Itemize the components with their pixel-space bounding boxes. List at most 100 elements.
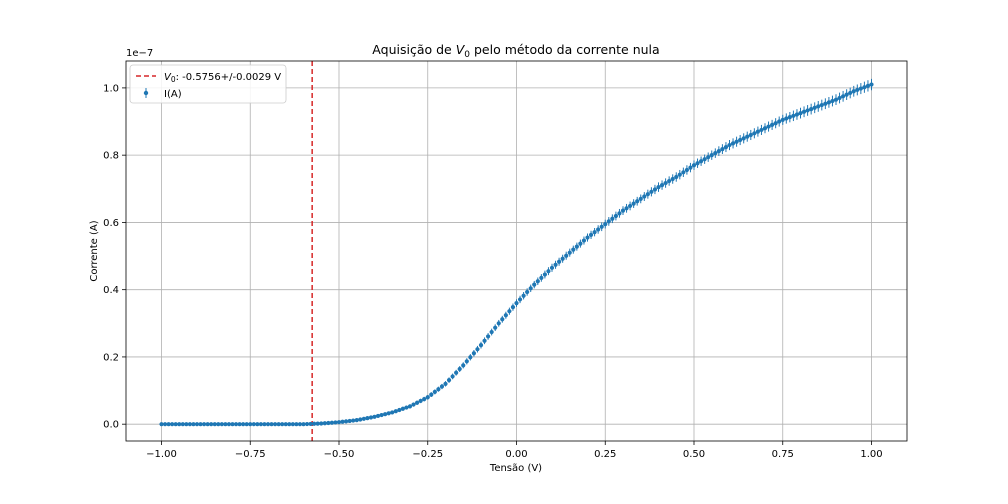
title-symbol: V — [456, 42, 466, 57]
data-point — [517, 297, 523, 302]
data-point — [475, 347, 480, 352]
data-point — [503, 313, 508, 318]
data-point — [226, 422, 232, 427]
x-tick-label: 0.00 — [505, 449, 527, 460]
data-point — [557, 259, 562, 264]
data-point — [216, 422, 221, 427]
legend-vline-label: V0: -0.5756+/-0.0029 V — [164, 72, 281, 84]
data-point — [684, 167, 690, 173]
data-point — [411, 402, 416, 407]
data-point — [659, 182, 665, 188]
data-point — [237, 422, 242, 427]
data-point — [404, 405, 409, 410]
data-point — [638, 196, 643, 201]
data-point — [766, 124, 771, 129]
data-point — [336, 420, 342, 425]
data-point — [592, 230, 597, 235]
data-point — [301, 422, 306, 427]
data-point — [738, 137, 743, 143]
y-tick-label: 1.0 — [103, 83, 119, 94]
data-point — [202, 422, 207, 427]
data-point — [734, 139, 739, 144]
legend-vline-symbol: V — [164, 72, 172, 83]
data-point — [521, 293, 526, 298]
x-axis-ticks: −1.00 −0.75 −0.50 −0.25 0.00 0.25 0.50 0.75 1.00 — [146, 441, 883, 460]
data-point — [620, 208, 626, 213]
data-point — [610, 216, 615, 221]
data-point — [375, 413, 381, 419]
data-point — [478, 343, 484, 348]
data-point — [393, 409, 398, 414]
data-point — [273, 422, 278, 427]
data-point — [162, 422, 168, 427]
data-point — [844, 92, 849, 97]
legend-series-marker — [143, 90, 149, 96]
legend-vline-subscript: 0 — [171, 75, 176, 84]
data-point — [603, 221, 608, 227]
data-point — [194, 422, 200, 427]
data-point — [407, 404, 413, 409]
data-point — [464, 359, 469, 364]
data-point — [223, 422, 228, 427]
data-point — [833, 97, 839, 102]
data-point — [525, 289, 530, 295]
data-point — [287, 422, 292, 427]
data-point — [205, 422, 210, 427]
data-point — [532, 282, 537, 287]
data-point — [624, 206, 629, 211]
data-point — [709, 153, 714, 158]
data-point — [493, 325, 498, 330]
data-point — [784, 116, 789, 121]
data-point — [748, 132, 753, 138]
x-tick-label: −1.00 — [146, 449, 177, 460]
data-point — [606, 219, 611, 224]
data-point — [177, 422, 182, 427]
legend: V0: -0.5756+/-0.0029 V I(A) — [129, 64, 287, 104]
data-point — [791, 113, 796, 118]
data-point — [390, 410, 395, 415]
data-point — [294, 422, 299, 427]
data-point — [415, 400, 420, 405]
data-point — [656, 185, 661, 190]
y-axis-ticks: 0.0 0.2 0.4 0.6 0.8 1.0 — [103, 83, 126, 431]
data-point — [681, 170, 686, 175]
data-point — [308, 421, 313, 427]
data-point — [706, 155, 711, 160]
x-tick-label: −0.25 — [412, 449, 443, 460]
data-point — [276, 422, 281, 427]
data-point — [667, 178, 672, 184]
data-point — [674, 174, 679, 180]
y-axis-label: Corrente (A) — [89, 220, 100, 281]
data-layer — [159, 78, 874, 427]
data-point — [542, 272, 548, 277]
data-point — [184, 422, 189, 427]
data-point — [631, 201, 636, 206]
data-point — [642, 194, 647, 199]
data-point — [780, 117, 785, 122]
data-point — [457, 366, 462, 372]
x-tick-label: 0.75 — [772, 449, 794, 460]
data-point — [628, 203, 633, 209]
data-point — [663, 180, 668, 186]
data-point — [344, 419, 349, 424]
data-point — [159, 422, 164, 427]
data-point — [539, 275, 544, 281]
data-point — [507, 309, 512, 314]
y-tick-label: 0.2 — [103, 352, 119, 363]
data-point — [262, 422, 267, 427]
data-point — [297, 422, 303, 427]
data-point — [187, 422, 192, 427]
chart-title: Aquisição de V0 pelo método da corrente … — [372, 42, 659, 60]
data-point — [319, 421, 324, 426]
data-point — [759, 127, 764, 133]
data-point — [713, 151, 718, 156]
data-point — [635, 199, 640, 204]
data-point — [578, 241, 583, 246]
data-point — [333, 420, 338, 425]
data-point — [248, 422, 253, 427]
data-point — [862, 85, 867, 90]
data-point — [865, 83, 871, 88]
data-point — [510, 305, 516, 310]
data-point — [251, 422, 256, 427]
data-point — [283, 422, 288, 427]
